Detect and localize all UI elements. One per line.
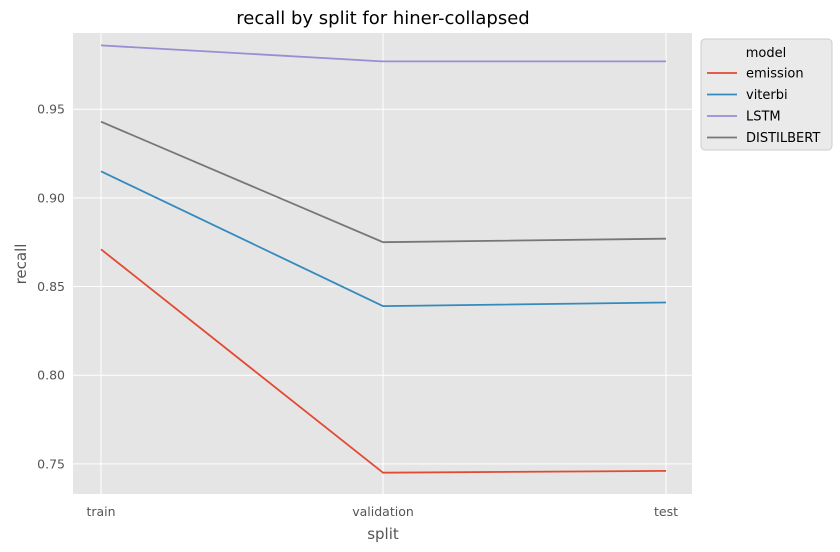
y-tick-label: 0.85 [37, 279, 65, 294]
legend-frame [700, 38, 833, 151]
y-tick-label: 0.75 [37, 456, 65, 471]
legend-label: viterbi [746, 88, 788, 103]
series-line-viterbi [100, 170, 667, 308]
series-line-lstm [100, 44, 666, 63]
y-tick-labels: 0.75 0.80 0.85 0.90 0.95 [37, 102, 65, 472]
legend-title: model [746, 46, 786, 61]
series-line-distilbert [100, 120, 667, 244]
legend: model emission viterbi LSTM DISTILBERT [700, 38, 833, 151]
series-lines [100, 44, 667, 474]
x-tick-label: validation [352, 504, 414, 519]
x-tick-label: train [86, 504, 115, 519]
x-tick-labels: train validation test [86, 504, 678, 519]
legend-label: emission [746, 67, 804, 82]
y-axis-label: recall [12, 244, 30, 285]
x-axis-label: split [367, 525, 399, 543]
y-tick-label: 0.80 [37, 368, 65, 383]
legend-label: LSTM [746, 110, 781, 125]
grid [73, 33, 692, 494]
y-tick-label: 0.90 [37, 190, 65, 205]
series-line-emission [100, 248, 667, 474]
x-tick-label: test [654, 504, 678, 519]
y-tick-label: 0.95 [37, 102, 65, 117]
legend-items: emission viterbi LSTM DISTILBERT [707, 67, 820, 146]
chart-title: recall by split for hiner-collapsed [236, 8, 529, 29]
legend-label: DISTILBERT [746, 131, 820, 146]
